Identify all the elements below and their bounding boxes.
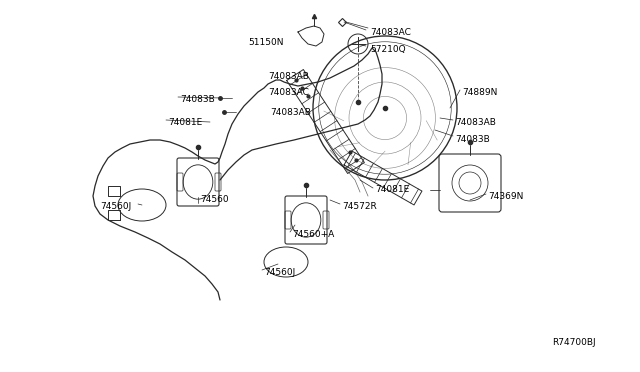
- Text: 74083AB: 74083AB: [268, 72, 309, 81]
- Text: 57210Q: 57210Q: [370, 45, 406, 54]
- Text: 74083AC: 74083AC: [370, 28, 411, 37]
- Text: 74560+A: 74560+A: [292, 230, 334, 239]
- Text: 74560J: 74560J: [264, 268, 295, 277]
- Text: 74560: 74560: [200, 195, 228, 204]
- Text: 74083AB: 74083AB: [270, 108, 311, 117]
- Text: 74083AC: 74083AC: [268, 88, 309, 97]
- Text: 74369N: 74369N: [488, 192, 524, 201]
- Text: R74700BJ: R74700BJ: [552, 338, 596, 347]
- Text: 74083AB: 74083AB: [455, 118, 496, 127]
- Text: 74889N: 74889N: [462, 88, 497, 97]
- Text: 74560J: 74560J: [100, 202, 131, 211]
- Text: 51150N: 51150N: [248, 38, 284, 47]
- Text: 74081E: 74081E: [375, 185, 409, 194]
- Text: 74083B: 74083B: [455, 135, 490, 144]
- Text: 74572R: 74572R: [342, 202, 377, 211]
- Text: 74083B: 74083B: [180, 95, 215, 104]
- Text: 74081E: 74081E: [168, 118, 202, 127]
